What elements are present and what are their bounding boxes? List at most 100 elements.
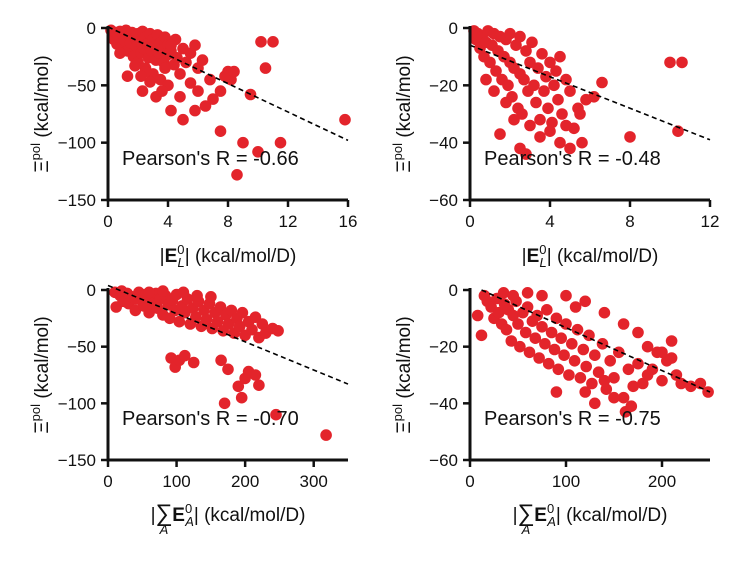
x-tick-label: 8 [223,212,232,231]
x-axis-label: |∑ AE0 A| (kcal/mol/D) [513,500,668,537]
data-point [555,332,567,345]
y-tick-label: 0 [87,281,96,300]
data-point [173,315,186,328]
data-point [560,289,572,302]
data-point [596,76,608,89]
x-tick-label: 0 [465,472,474,491]
chart-panel-1: 0 4 8 12 16 0 −50 −100 −150 Ξpol (kcal/mol) |E0 L| … [28,19,357,270]
x-tick-label: 0 [103,472,112,491]
x-axis-label: |E0 L| (kcal/mol/D) [160,242,297,270]
data-point [207,93,219,105]
data-point [530,96,542,109]
data-point [574,108,586,120]
data-point [214,85,227,97]
data-point [480,73,492,86]
data-point [516,108,528,120]
data-point [589,349,601,362]
y-tick-label: 0 [449,19,458,38]
data-point [471,309,484,322]
data-point [534,113,546,126]
x-tick-label: 100 [162,472,190,491]
data-point [676,56,688,69]
data-point [569,301,582,313]
y-axis-label: Ξpol (kcal/mol) [390,316,415,433]
chart-panel-3: 0 100 200 300 0 −50 −100 −150 Ξpol (kcal/mol) |∑ A… [28,281,349,537]
data-point [536,48,548,60]
data-point [533,352,545,364]
data-point [494,128,506,140]
data-point [560,119,572,132]
data-point [514,30,526,43]
data-point [255,36,267,48]
y-axis-label: Ξpol (kcal/mol) [28,316,53,433]
data-point [520,148,532,160]
data-point [519,326,532,339]
data-point [520,45,532,57]
data-point [514,340,526,353]
x-tick-label: 12 [701,212,720,231]
data-point [249,369,262,381]
data-point [544,56,556,69]
data-point [228,65,240,78]
data-point [200,313,213,326]
y-tick-label: −100 [58,134,96,153]
data-point [165,39,177,51]
y-tick-label: −150 [58,191,96,210]
pearson-annotation: Pearson's R = -0.48 [484,148,661,170]
data-point [253,379,265,392]
data-point [542,102,554,115]
data-point [177,113,189,126]
data-point [507,289,519,302]
data-point [632,326,644,339]
data-point [548,79,560,92]
data-point [504,27,516,40]
data-point [617,318,630,330]
data-point [500,96,512,109]
data-point [500,323,513,336]
data-point [204,73,216,86]
x-axis-label: |∑ AE0 A| (kcal/mol/D) [151,500,306,537]
data-point [521,301,534,313]
data-point [528,79,540,92]
y-axis-label: Ξpol (kcal/mol) [390,55,415,172]
data-point [598,306,611,319]
data-point [114,47,126,59]
data-point [646,363,659,376]
data-point [685,380,697,393]
data-point [586,377,598,390]
data-point [554,136,566,149]
data-point [566,338,578,350]
data-point [189,39,201,51]
data-point [136,85,149,97]
data-point [583,329,595,342]
data-point [637,377,649,390]
data-point [144,76,156,88]
data-point [532,62,544,74]
data-point [187,356,200,369]
y-tick-label: −150 [58,451,96,470]
data-point [177,286,190,299]
data-point [564,85,576,97]
chart-panel-4: 0 100 200 0 −20 −40 −60 Ξpol (kcal/mol) |∑ AE0 A| … [390,281,714,537]
data-point [624,131,636,143]
data-point [272,325,284,337]
data-point [539,338,551,350]
data-point [475,329,488,342]
data-point [165,104,177,117]
y-tick-label: 0 [449,281,458,300]
data-point [231,169,243,181]
data-point [512,318,524,330]
data-point [664,56,676,69]
data-point [274,136,287,149]
data-point [184,77,197,89]
fit-line [107,284,349,385]
data-point [550,312,563,325]
data-point [665,335,678,347]
data-point [174,91,186,103]
data-point [548,343,561,356]
data-point [560,318,572,330]
data-point [665,352,678,364]
data-point [571,323,584,336]
data-point [232,380,245,393]
x-tick-label: 4 [163,212,172,231]
